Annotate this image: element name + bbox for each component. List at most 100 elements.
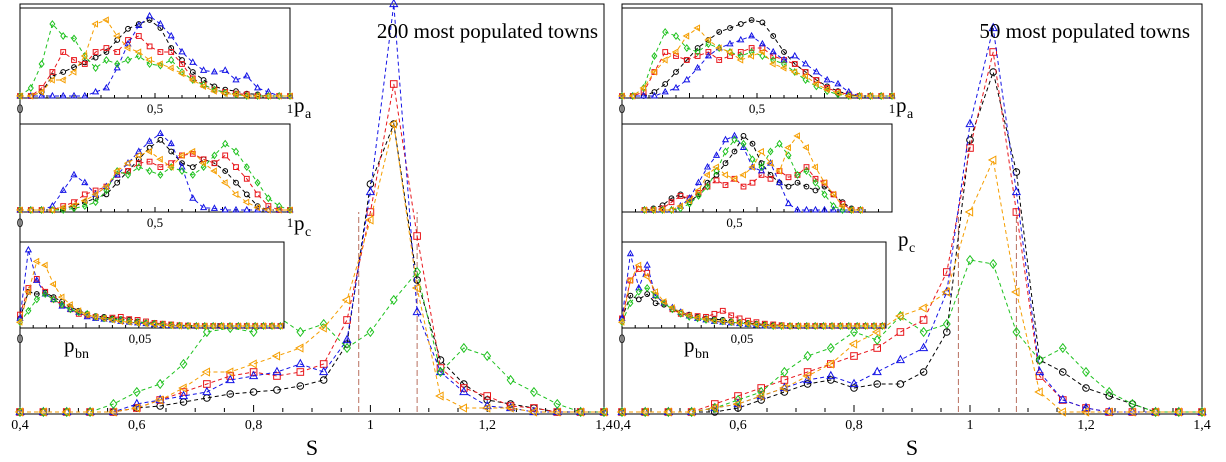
right-inset-pbn-orange-point-22 — [802, 322, 810, 330]
right-inset-pbn: 0 0,05 p bn — [617, 241, 887, 362]
right-main-orange-point-20 — [1080, 407, 1090, 417]
left-inset-pc-green-point-19 — [222, 139, 229, 148]
right-inset-pbn-orange-point-28 — [853, 322, 860, 330]
right-inset-pc-green-point-9 — [722, 147, 729, 156]
left-x-tick-label: 0,6 — [128, 418, 146, 433]
left-inset-pa-orange-point-6 — [80, 52, 88, 60]
left-inset-pc-black-point-19 — [222, 168, 229, 174]
left-main-orange-point-5 — [131, 403, 140, 413]
left-inset-pc-blue-point-9 — [113, 170, 121, 178]
left-inset-pbn-green-point-1 — [25, 306, 32, 315]
right-main-black-point-15 — [966, 136, 974, 144]
left-main-green-point-21 — [506, 374, 515, 386]
left-inset-pa-orange-point-2 — [37, 88, 45, 96]
right-inset-pa-orange-point-18 — [812, 80, 819, 88]
left-inset-pbn-orange-point-8 — [83, 310, 90, 319]
left-inset-pc-black-point-20 — [233, 179, 239, 186]
left-main-blue-point-19 — [459, 386, 469, 396]
right-inset-pbn-orange-point-12 — [718, 317, 726, 326]
right-inset-pc-blue-point-15 — [775, 178, 784, 186]
right-inset-pbn-red-point-11 — [711, 310, 718, 317]
left-main-blue-point-15 — [365, 186, 376, 196]
right-main-blue-point-12 — [895, 354, 906, 364]
right-main-orange-point-10 — [848, 339, 858, 349]
right-inset-pc-blue-point-17 — [793, 205, 802, 213]
right-x-tick-label: 0,8 — [845, 418, 863, 433]
left-main-orange-point-11 — [271, 351, 281, 361]
left-inset-pc-series-orange — [15, 147, 293, 214]
left-inset-pc-green-point-6 — [81, 202, 88, 211]
left-main-orange-point-6 — [154, 395, 164, 405]
left-inset-pbn-green-point-5 — [58, 300, 66, 309]
left-inset-pa-red-point-12 — [146, 43, 153, 50]
left-inset-pc-green-point-10 — [124, 170, 132, 179]
left-main-orange-point-23 — [551, 407, 561, 417]
right-main-orange-point-19 — [1057, 407, 1066, 417]
right-inset-pa-blue-point-2 — [639, 91, 648, 99]
left-inset-pc-red-point-21 — [243, 175, 250, 182]
left-inset-pa-blue-point-15 — [178, 47, 186, 55]
right-inset-pbn-orange-point-8 — [685, 311, 692, 319]
right-inset-pa-green-point-11 — [737, 52, 744, 60]
left-inset-pa-red-point-13 — [157, 49, 164, 55]
left-inset-pa-blue-point-20 — [232, 75, 240, 83]
left-inset-pbn-orange-point-31 — [276, 322, 283, 330]
left-inset-pbn-orange-point-12 — [116, 317, 124, 326]
right-inset-pa-orange-point-13 — [758, 48, 765, 56]
right-main-red-point-4 — [711, 400, 719, 408]
right-inset-pc-blue-point-19 — [811, 205, 820, 213]
left-main-series-green-line — [20, 270, 604, 413]
left-inset-pc-orange-point-25 — [285, 206, 293, 214]
right-inset-pc-black-point-16 — [785, 183, 792, 190]
left-main-red-point-12 — [296, 368, 305, 376]
left-inset-pc-red-point-13 — [157, 164, 164, 170]
right-inset-pa-blue-point-5 — [672, 83, 680, 91]
left-x-tick-label: 1,2 — [478, 418, 496, 433]
left-inset-pbn-orange-point-5 — [57, 293, 65, 301]
left-main-black-point-10 — [249, 388, 258, 396]
right-inset-pbn-orange-point-30 — [869, 322, 877, 330]
right-inset-pa-orange-point-22 — [855, 92, 863, 100]
left-main-orange-point-14 — [341, 295, 351, 305]
left-inset-pbn-x-tick-label: 0 — [17, 331, 24, 346]
left-x-tick-label: 0,4 — [11, 418, 29, 433]
right-inset-pa-orange-point-25 — [887, 92, 895, 100]
left-main-orange-point-13 — [318, 323, 327, 333]
left-inset-pa-orange-point-13 — [156, 60, 163, 68]
right-inset-pa-black-point-10 — [727, 25, 733, 31]
left-inset-pa-blue-point-17 — [199, 66, 208, 73]
left-main-orange-point-1 — [38, 407, 47, 417]
right-inset-pa-green-point-7 — [694, 48, 701, 56]
right-main-orange-point-21 — [1103, 407, 1113, 417]
right-inset-pbn-orange-point-4 — [651, 288, 659, 296]
left-main-orange-point-8 — [201, 367, 211, 377]
right-main-blue-point-16 — [988, 22, 998, 32]
right-inset-pa-black-point-3 — [651, 89, 658, 95]
right-inset-pa-orange-point-24 — [877, 92, 884, 100]
left-main-green-point-23 — [553, 398, 562, 410]
right-main-black-point-7 — [780, 388, 789, 396]
left-inset-pbn-green-point-4 — [50, 295, 57, 304]
right-inset-pa-black-point-11 — [737, 21, 744, 27]
right-inset-pc-green-point-20 — [821, 190, 828, 199]
left-inset-pbn-orange-point-1 — [24, 288, 31, 296]
left-inset-pc-orange-point-22 — [253, 204, 261, 212]
right-main-black-point-10 — [850, 384, 858, 392]
left-inset-pbn-series-orange — [15, 257, 283, 330]
left-inset-pa-blue-point-16 — [189, 58, 197, 65]
left-main-blue-point-13 — [319, 366, 329, 376]
right-inset-pa-blue-point-11 — [737, 35, 745, 43]
right-inset-pbn-orange-point-25 — [827, 322, 835, 330]
right-inset-pc-green-point-12 — [749, 155, 756, 164]
right-inset-pa-orange-point-8 — [704, 36, 711, 44]
right-inset-pa-blue-point-7 — [693, 63, 702, 71]
left-inset-pa-red-point-6 — [81, 61, 88, 67]
left-inset-pc-green-point-13 — [157, 170, 164, 179]
left-inset-pbn-orange-point-30 — [267, 322, 275, 330]
right-inset-pbn-orange-point-24 — [819, 322, 827, 330]
left-inset-pc-red-point-18 — [211, 160, 218, 167]
right-main-blue-point-9 — [826, 370, 836, 380]
right-inset-pbn-orange-point-26 — [836, 322, 843, 330]
right-inset-pa-blue-point-18 — [812, 67, 821, 75]
right-inset-pa-x-tick-label: 0 — [619, 101, 626, 116]
